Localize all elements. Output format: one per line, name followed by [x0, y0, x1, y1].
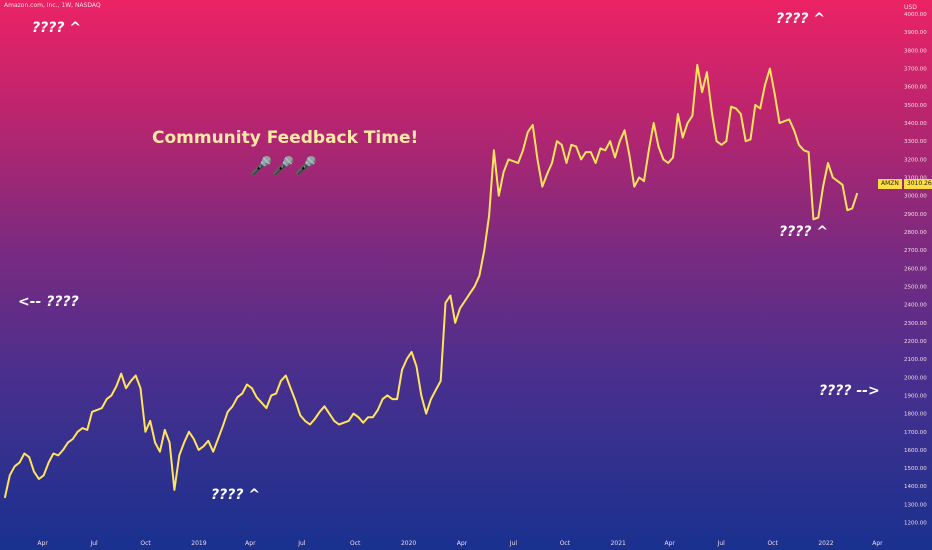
- price-tag-ticker: AMZN: [878, 179, 902, 189]
- y-tick-label: 3800.00: [904, 48, 927, 54]
- series-line-amzn: [4, 63, 858, 499]
- y-tick-label: 4000.00: [904, 12, 927, 18]
- symbol-header: Amazon.com, Inc., 1W, NASDAQ: [4, 2, 101, 9]
- y-tick-label: 1500.00: [904, 466, 927, 472]
- y-tick-label: 2000.00: [904, 375, 927, 381]
- y-tick-label: 1200.00: [904, 521, 927, 527]
- y-tick-label: 3100.00: [904, 176, 927, 182]
- y-tick-label: 3500.00: [904, 103, 927, 109]
- x-tick-label: 2019: [191, 540, 206, 547]
- y-tick-label: 1900.00: [904, 393, 927, 399]
- y-tick-label: 1400.00: [904, 484, 927, 490]
- y-tick-label: 2400.00: [904, 303, 927, 309]
- y-tick-label: 2200.00: [904, 339, 927, 345]
- annotation-right-arrow: ???? -->: [819, 383, 880, 399]
- annotation-left-arrow: <-- ????: [18, 294, 79, 310]
- y-tick-label: 2100.00: [904, 357, 927, 363]
- y-tick-label: 2900.00: [904, 212, 927, 218]
- y-tick-label: 3700.00: [904, 67, 927, 73]
- y-tick-label: 3600.00: [904, 85, 927, 91]
- last-price-tag: AMZN 3010.26: [878, 179, 932, 189]
- y-tick-label: 1700.00: [904, 430, 927, 436]
- x-tick-label: Apr: [872, 540, 883, 547]
- x-tick-label: Jul: [509, 540, 518, 547]
- y-tick-label: 2700.00: [904, 248, 927, 254]
- price-tag-value: 3010.26: [903, 179, 932, 189]
- x-tick-label: Jul: [297, 540, 306, 547]
- x-tick-label: Oct: [350, 540, 361, 547]
- x-tick-label: Oct: [767, 540, 778, 547]
- x-tick-label: Jul: [89, 540, 98, 547]
- microphone-icons: 🎤🎤🎤: [250, 156, 318, 177]
- y-tick-label: 3000.00: [904, 194, 927, 200]
- x-axis: Apr Jul Oct 2019 Apr Jul Oct 2020 Apr Jul Oct 2021 A…: [37, 540, 883, 547]
- annotation-bottom-mid: ???? ^: [211, 487, 261, 503]
- currency-label: USD: [904, 4, 917, 11]
- x-tick-label: 2022: [818, 540, 833, 547]
- x-tick-label: Apr: [37, 540, 48, 547]
- y-tick-label: 3900.00: [904, 30, 927, 36]
- y-tick-label: 2500.00: [904, 284, 927, 290]
- x-tick-label: 2021: [611, 540, 626, 547]
- y-tick-label: 3400.00: [904, 121, 927, 127]
- x-tick-label: Apr: [245, 540, 256, 547]
- annotation-mid-right: ???? ^: [779, 224, 829, 240]
- x-tick-label: Oct: [140, 540, 151, 547]
- x-tick-label: 2020: [401, 540, 416, 547]
- feedback-title: Community Feedback Time!: [152, 128, 419, 148]
- y-tick-label: 3300.00: [904, 139, 927, 145]
- y-tick-label: 2600.00: [904, 266, 927, 272]
- y-tick-label: 1800.00: [904, 412, 927, 418]
- annotation-top-left: ???? ^: [32, 20, 82, 36]
- annotation-top-right: ???? ^: [776, 11, 826, 27]
- x-tick-label: Apr: [457, 540, 468, 547]
- y-tick-label: 2800.00: [904, 230, 927, 236]
- y-tick-label: 1600.00: [904, 448, 927, 454]
- y-tick-label: 3200.00: [904, 157, 927, 163]
- x-tick-label: Jul: [717, 540, 726, 547]
- y-tick-label: 2300.00: [904, 321, 927, 327]
- x-tick-label: Oct: [560, 540, 571, 547]
- y-axis: 1200.00 1300.00 1400.00 1500.00 1600.00 1700.…: [904, 12, 927, 526]
- x-tick-label: Apr: [665, 540, 676, 547]
- y-tick-label: 1300.00: [904, 502, 927, 508]
